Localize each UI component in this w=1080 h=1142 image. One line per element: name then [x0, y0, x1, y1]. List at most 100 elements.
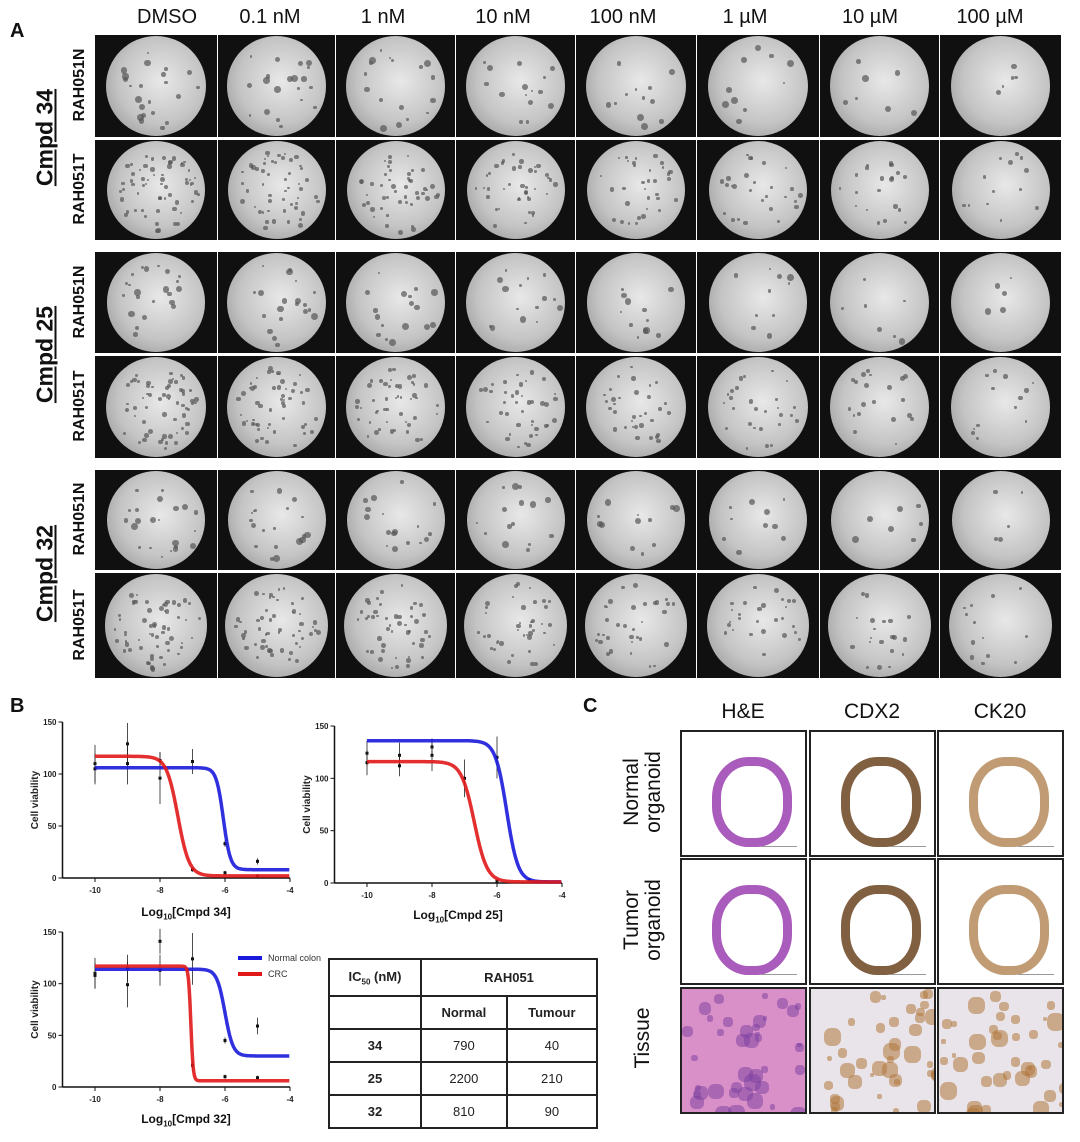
organoid — [1001, 291, 1007, 297]
well-disc — [830, 253, 929, 352]
organoid — [752, 180, 756, 185]
organoid — [268, 422, 272, 426]
organoid — [140, 112, 146, 118]
organoid — [406, 663, 410, 668]
organoid — [394, 384, 399, 389]
organoid — [292, 633, 296, 637]
data-point — [223, 1075, 227, 1079]
well-disc — [708, 36, 808, 136]
organoid — [903, 220, 907, 225]
organoid — [635, 435, 640, 441]
organoid — [1014, 75, 1018, 79]
organoid — [899, 376, 905, 381]
organoid — [170, 304, 176, 309]
organoid — [164, 609, 170, 614]
organoid — [141, 314, 147, 320]
organoid — [196, 192, 200, 196]
organoid — [669, 505, 675, 510]
organoid — [528, 624, 533, 628]
organoid — [235, 617, 240, 622]
organoid — [911, 110, 918, 117]
organoid — [653, 178, 657, 183]
organoid — [161, 631, 165, 635]
organoid — [520, 395, 523, 398]
organoid — [633, 164, 636, 167]
organoid — [649, 169, 652, 172]
organoid — [418, 602, 424, 607]
organoid — [185, 421, 190, 427]
organoid-well-image — [336, 140, 455, 240]
organoid — [877, 189, 881, 193]
organoid — [166, 649, 170, 653]
organoid — [424, 630, 428, 634]
organoid — [518, 500, 525, 506]
organoid-well-image — [218, 470, 335, 570]
organoid — [640, 552, 645, 556]
row-label-line1: Tumor — [620, 890, 643, 950]
organoid — [388, 159, 393, 164]
organoid — [866, 666, 870, 670]
organoid — [145, 182, 148, 185]
organoid — [181, 392, 186, 396]
organoid — [519, 316, 527, 323]
organoid — [477, 631, 480, 634]
organoid — [729, 389, 734, 394]
organoid — [482, 386, 488, 392]
organoid — [134, 209, 138, 213]
organoid — [409, 179, 413, 183]
organoid — [180, 645, 184, 649]
organoid — [512, 483, 520, 491]
organoid — [642, 601, 647, 606]
organoid — [265, 150, 270, 156]
organoid — [130, 380, 134, 384]
x-tick-label: -6 — [493, 891, 501, 900]
organoid — [760, 199, 764, 203]
y-tick-label: 50 — [48, 822, 57, 831]
organoid — [506, 524, 512, 529]
organoid — [394, 665, 399, 670]
organoid — [241, 632, 246, 638]
organoid — [287, 186, 290, 190]
organoid — [407, 422, 412, 427]
organoid — [411, 381, 414, 384]
organoid — [723, 401, 726, 405]
organoid — [180, 211, 183, 214]
organoid — [177, 275, 182, 279]
organoid — [754, 45, 761, 51]
organoid — [542, 377, 547, 382]
organoid — [529, 369, 535, 375]
organoid — [424, 59, 432, 67]
organoid-well-image — [697, 35, 819, 137]
organoid — [253, 642, 257, 647]
organoid — [413, 287, 418, 292]
organoid — [893, 204, 898, 209]
organoid — [629, 652, 633, 656]
organoid — [172, 207, 177, 212]
row-label-line1: Tissue — [631, 1007, 654, 1069]
organoid — [533, 662, 538, 667]
organoid — [399, 396, 403, 399]
organoid — [139, 645, 144, 650]
organoid — [291, 75, 299, 83]
organoid — [391, 183, 397, 189]
organoid — [156, 645, 159, 648]
organoid-well-image — [697, 252, 819, 353]
organoid — [864, 593, 870, 598]
cmpd-cell: 32 — [328, 1094, 422, 1129]
well-disc — [709, 471, 807, 569]
organoid — [190, 199, 194, 203]
tissue-cells — [707, 1083, 724, 1100]
organoid — [131, 182, 135, 187]
organoid — [127, 647, 133, 653]
organoid — [548, 177, 553, 182]
y-axis-label: Cell viability — [30, 980, 41, 1039]
organoid — [246, 83, 253, 89]
table-row: Normal Tumour — [328, 995, 599, 1030]
histology-image — [680, 987, 807, 1114]
organoid — [123, 212, 129, 217]
organoid — [865, 166, 869, 170]
organoid — [542, 631, 546, 635]
well-disc — [345, 36, 446, 136]
organoid — [142, 437, 148, 443]
organoid — [1010, 76, 1015, 80]
